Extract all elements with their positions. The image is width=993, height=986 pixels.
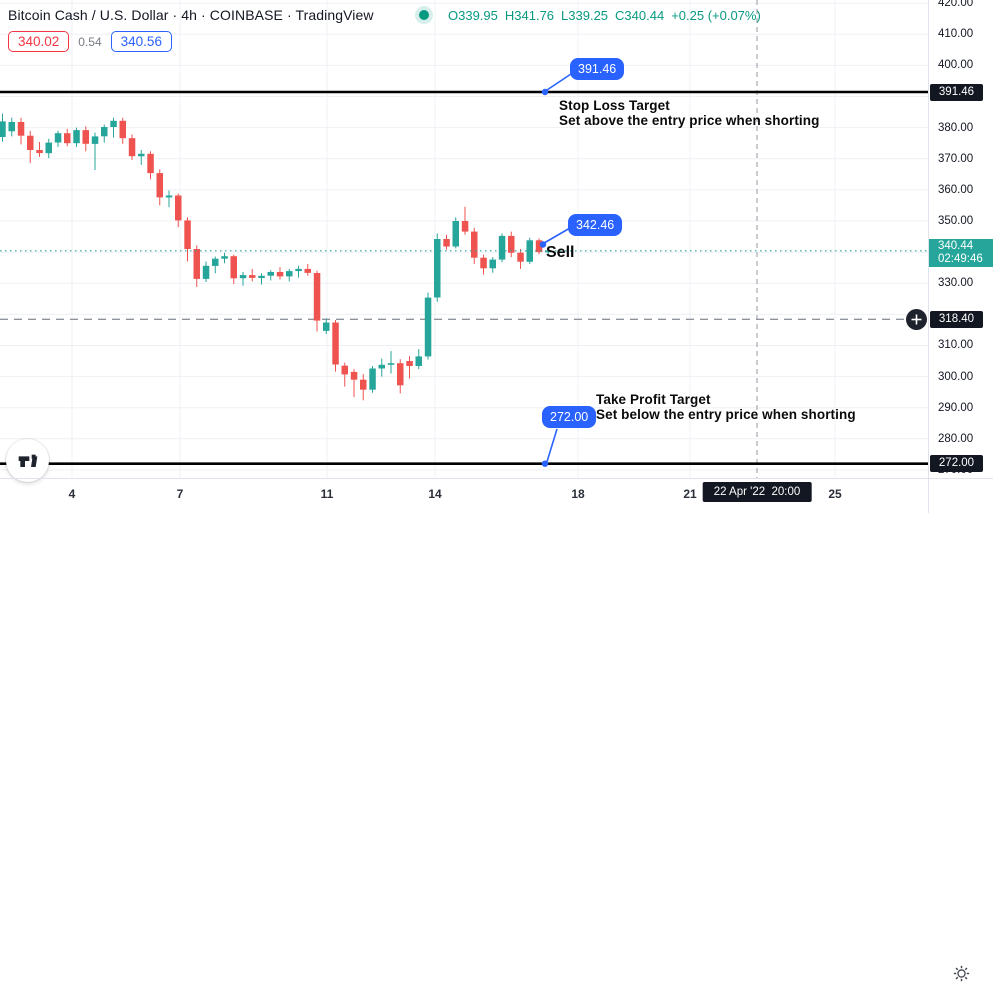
take-profit-note-line1: Take Profit Target — [596, 392, 711, 407]
alert-price-label: 318.40 — [930, 311, 983, 328]
tradingview-logo-icon — [18, 454, 37, 467]
spread-value: 0.54 — [78, 34, 102, 49]
stop-loss-callout[interactable]: 391.46 — [570, 58, 625, 80]
ohlc-readout: O339.95 H341.76 L339.25 C340.44 +0.25 (+0.07… — [448, 8, 768, 23]
stop-loss-note[interactable]: Stop Loss Target Set above the entry pri… — [559, 98, 820, 128]
time-axis[interactable]: 25 21 18 14 11 7 4 22 Apr '22 20:00 — [0, 478, 993, 982]
time-tick: 7 — [176, 487, 184, 501]
ohlc-close: C340.44 — [615, 8, 665, 23]
price-tick: 330.00 — [938, 277, 974, 290]
time-tick: 11 — [320, 487, 334, 501]
price-tick: 400.00 — [938, 59, 974, 72]
stop-loss-note-line1: Stop Loss Target — [559, 98, 670, 113]
ohlc-open: O339.95 — [448, 8, 498, 23]
take-profit-callout[interactable]: 272.00 — [542, 406, 597, 428]
ohlc-high: H341.76 — [504, 8, 555, 23]
price-axis[interactable]: 270.00280.00290.00300.00310.00330.00350.… — [928, 0, 993, 478]
time-tick: 4 — [68, 487, 76, 501]
price-tick: 290.00 — [938, 401, 974, 414]
axis-corner-separator — [928, 479, 929, 513]
price-tick: 310.00 — [938, 339, 974, 352]
crosshair-date-label: 22 Apr '22 20:00 — [702, 482, 812, 502]
candlestick-plot[interactable] — [0, 0, 928, 478]
buy-ask-button[interactable]: 340.56 — [110, 31, 172, 52]
price-tick: 380.00 — [938, 121, 974, 134]
stop-loss-price-label: 391.46 — [930, 83, 983, 101]
last-price-value: 340.44 — [938, 240, 974, 252]
take-profit-note[interactable]: Take Profit Target Set below the entry p… — [596, 392, 856, 422]
sell-text[interactable]: Sell — [546, 244, 575, 261]
bar-countdown: 02:49:46 — [938, 253, 983, 265]
last-price-label: 340.44 02:49:46 — [929, 239, 993, 267]
ohlc-low: L339.25 — [561, 8, 609, 23]
tradingview-logo[interactable] — [6, 439, 49, 482]
time-tick: 21 — [683, 487, 697, 501]
time-tick: 25 — [828, 487, 842, 501]
price-tick: 300.00 — [938, 370, 974, 383]
settings-gear-icon[interactable] — [949, 961, 974, 986]
add-alert-button[interactable] — [906, 309, 927, 330]
price-tick: 410.00 — [938, 28, 974, 41]
plus-icon — [911, 314, 922, 325]
bid-ask-row: 340.02 0.54 340.56 — [8, 31, 172, 52]
ohlc-change: +0.25 (+0.07%) — [671, 8, 761, 23]
stop-loss-note-line2: Set above the entry price when shorting — [559, 112, 820, 128]
sell-callout[interactable]: 342.46 — [568, 214, 623, 236]
take-profit-price-label: 272.00 — [930, 455, 983, 472]
take-profit-note-line2: Set below the entry price when shorting — [596, 406, 856, 422]
symbol-title[interactable]: Bitcoin Cash / U.S. Dollar · 4h · COINBA… — [8, 7, 374, 23]
sell-bid-button[interactable]: 340.02 — [8, 31, 70, 52]
price-tick: 370.00 — [938, 152, 974, 165]
time-tick: 14 — [428, 487, 442, 501]
price-tick: 350.00 — [938, 215, 974, 227]
market-status-icon — [419, 10, 429, 20]
price-tick: 420.00 — [938, 0, 974, 10]
price-tick: 360.00 — [938, 183, 974, 196]
price-tick: 280.00 — [938, 432, 974, 445]
time-tick: 18 — [571, 487, 585, 501]
